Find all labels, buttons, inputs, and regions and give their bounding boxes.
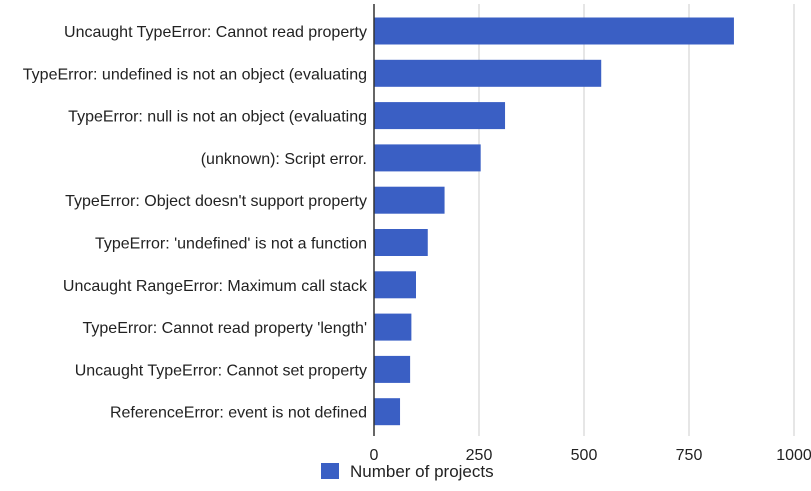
bars-layer [374, 17, 734, 426]
category-label: (unknown): Script error. [201, 151, 367, 168]
bar [374, 59, 602, 87]
x-tick-label: 0 [370, 447, 379, 464]
category-label: TypeError: null is not an object (evalua… [68, 109, 367, 126]
category-label: Uncaught TypeError: Cannot read property [64, 24, 367, 41]
category-label: TypeError: 'undefined' is not a function [95, 236, 367, 253]
bar [374, 229, 428, 256]
category-label: Uncaught TypeError: Cannot set property [75, 362, 367, 379]
bar [374, 186, 445, 214]
bar [374, 355, 411, 383]
category-labels: Uncaught TypeError: Cannot read property… [23, 24, 368, 422]
bar [374, 271, 416, 299]
category-label: TypeError: undefined is not an object (e… [23, 66, 367, 83]
bar [374, 17, 734, 45]
category-label: TypeError: Object doesn't support proper… [65, 193, 367, 210]
category-label: TypeError: Cannot read property 'length' [83, 320, 367, 337]
legend-label: Number of projects [350, 462, 494, 481]
legend: Number of projects [321, 462, 494, 481]
bar [374, 313, 412, 341]
category-label: Uncaught RangeError: Maximum call stack [63, 278, 368, 295]
legend-swatch [321, 463, 339, 479]
bar [374, 102, 506, 130]
x-tick-label: 750 [676, 447, 703, 464]
bar [374, 398, 401, 426]
x-tick-labels: 0 250 500 750 1000 [370, 447, 811, 464]
x-tick-label: 1000 [776, 447, 811, 464]
bar [374, 144, 481, 172]
x-tick-label: 500 [571, 447, 598, 464]
category-label: ReferenceError: event is not defined [110, 405, 367, 422]
x-tick-label: 250 [466, 447, 493, 464]
